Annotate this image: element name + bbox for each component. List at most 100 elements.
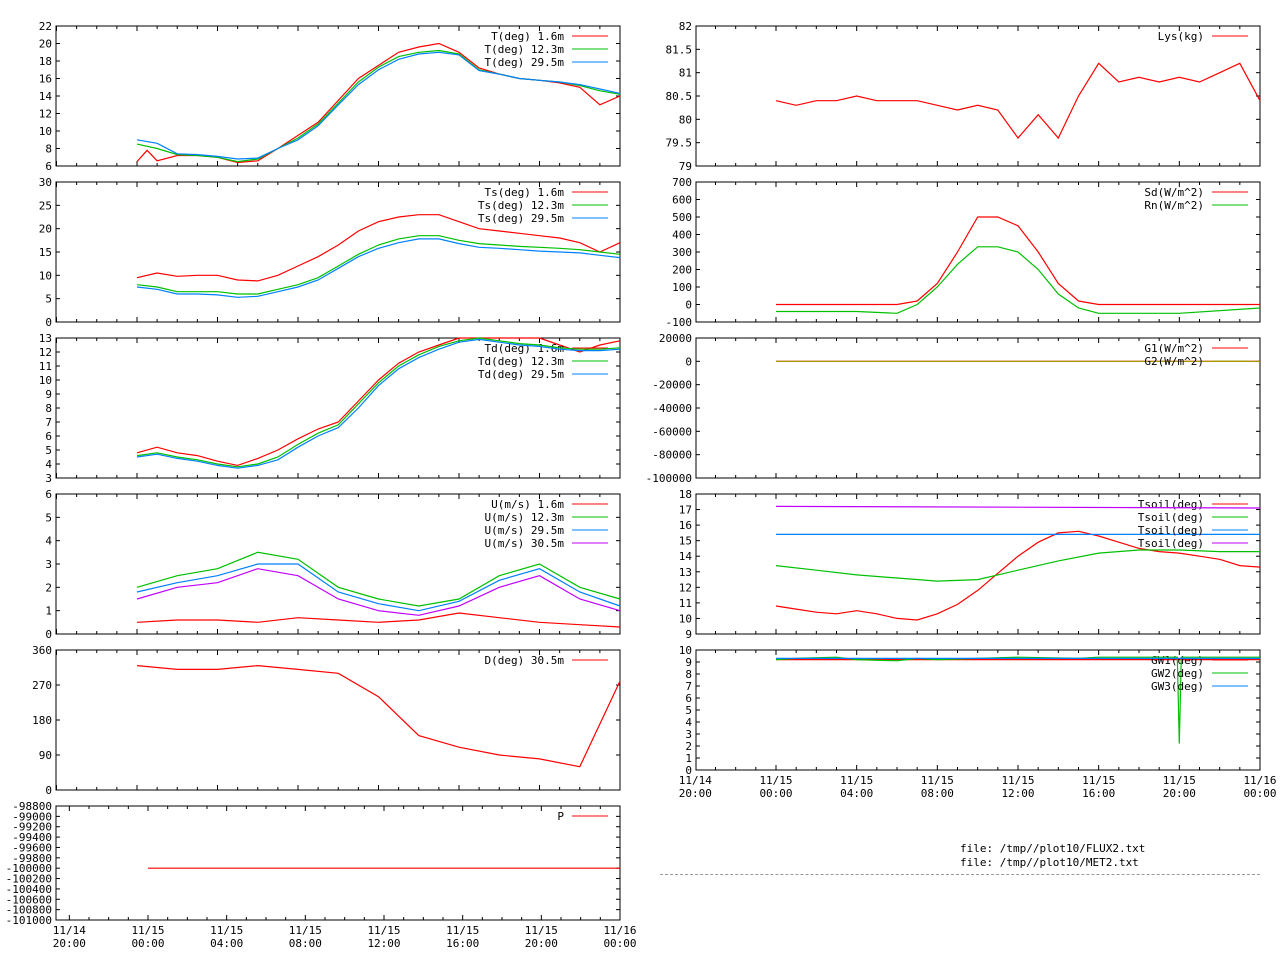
t-ytick-label: 16 [39,73,52,86]
rad-legend-label-1: Rn(W/m^2) [1144,199,1204,212]
rad-ytick-label: 300 [672,246,692,259]
p-legend-label-0: P [557,810,564,823]
u-series-3 [136,568,621,616]
td-ytick-label: 9 [45,388,52,401]
u-ytick-label: 3 [45,558,52,571]
ts-ytick-label: 20 [39,223,52,236]
p-frame [55,805,621,921]
td-ytick-label: 11 [39,360,52,373]
u-series-0 [136,612,621,628]
d-frame [55,649,621,791]
td-series-2 [136,338,621,469]
ts-ytick-label: 0 [45,316,52,329]
d-legend-label-0: D(deg) 30.5m [485,654,565,667]
ts-legend-label-2: Ts(deg) 29.5m [478,212,564,225]
p-xlabel-time: 20:00 [525,937,558,950]
t-ytick-label: 14 [39,90,53,103]
lys-ytick-label: 79.5 [666,137,693,150]
gw-xlabel-time: 04:00 [840,787,873,800]
gw-ytick-label: 4 [685,716,692,729]
u-legend-label-3: U(m/s) 30.5m [485,537,565,550]
t-ytick-label: 8 [45,143,52,156]
p-xlabel-time: 04:00 [210,937,243,950]
gw-xlabel-time: 20:00 [1163,787,1196,800]
tsoil-ytick-label: 14 [679,550,693,563]
gw-xlabel-time: 16:00 [1082,787,1115,800]
u-ytick-label: 6 [45,488,52,501]
gw-xlabel-time: 08:00 [921,787,954,800]
t-ytick-label: 18 [39,55,52,68]
p-ytick-label: -99000 [12,810,52,823]
gw-xlabel-date: 11/15 [1082,774,1115,787]
ts-legend-label-1: Ts(deg) 12.3m [478,199,564,212]
u-legend-label-0: U(m/s) 1.6m [491,498,564,511]
p-xlabel-time: 08:00 [289,937,322,950]
footer-file-1: file: /tmp//plot10/FLUX2.txt [960,842,1146,855]
ts-ytick-label: 10 [39,269,52,282]
tsoil-series-0 [775,530,1261,621]
td-ytick-label: 7 [45,416,52,429]
p-xlabel-date: 11/15 [525,924,558,937]
gw-xlabel-date: 11/15 [840,774,873,787]
d-ytick-label: 0 [45,784,52,797]
rad-ytick-label: -100 [666,316,693,329]
u-ytick-label: 2 [45,581,52,594]
p-ytick-label: -100400 [6,883,52,896]
u-series-2 [136,563,621,612]
p-xlabel-date: 11/15 [367,924,400,937]
tsoil-legend-label-0: Tsoil(deg) [1138,498,1204,511]
td-ytick-label: 13 [39,332,52,345]
footer-file-2: file: /tmp//plot10/MET2.txt [960,856,1139,869]
tsoil-ytick-label: 10 [679,612,692,625]
tsoil-ytick-label: 12 [679,581,692,594]
rad-ytick-label: 600 [672,194,692,207]
lys-ytick-label: 79 [679,160,692,173]
gw-ytick-label: 9 [685,656,692,669]
p-ytick-label: -100800 [6,904,52,917]
p-xlabel-date: 11/15 [289,924,322,937]
p-xlabel-date: 11/15 [446,924,479,937]
d-ytick-label: 360 [32,644,52,657]
rad-ytick-label: 100 [672,281,692,294]
g-legend-label-0: G1(W/m^2) [1144,342,1204,355]
gw-xlabel-date: 11/14 [679,774,712,787]
u-ytick-label: 0 [45,628,52,641]
rad-ytick-label: 700 [672,176,692,189]
p-ytick-label: -99200 [12,821,52,834]
d-ytick-label: 180 [32,714,52,727]
td-ytick-label: 8 [45,402,52,415]
gw-xlabel-date: 11/15 [1001,774,1034,787]
lys-ytick-label: 81 [679,67,692,80]
p-xlabel-date: 11/15 [210,924,243,937]
gw-ytick-label: 10 [679,644,692,657]
g-ytick-label: -80000 [652,449,692,462]
t-ytick-label: 10 [39,125,52,138]
rad-ytick-label: 400 [672,229,692,242]
lys-ytick-label: 80 [679,113,692,126]
gw-ytick-label: 7 [685,680,692,693]
g-legend-label-1: G2(W/m^2) [1144,355,1204,368]
gw-xlabel-date: 11/15 [921,774,954,787]
td-series-0 [136,337,621,467]
rad-ytick-label: 200 [672,264,692,277]
p-ytick-label: -98800 [12,800,52,813]
p-xlabel-date: 11/14 [53,924,86,937]
tsoil-ytick-label: 18 [679,488,692,501]
d-ytick-label: 270 [32,679,52,692]
p-xlabel-time: 00:00 [603,937,636,950]
td-ytick-label: 6 [45,430,52,443]
u-legend-label-1: U(m/s) 12.3m [485,511,565,524]
tsoil-ytick-label: 11 [679,597,692,610]
gw-ytick-label: 5 [685,704,692,717]
td-ytick-label: 12 [39,346,52,359]
lys-ytick-label: 80.5 [666,90,693,103]
footer-divider [660,874,1260,875]
lys-ytick-label: 82 [679,20,692,33]
p-xlabel-time: 20:00 [53,937,86,950]
g-ytick-label: -40000 [652,402,692,415]
d-series-0 [136,664,621,768]
rad-ytick-label: 500 [672,211,692,224]
g-ytick-label: -100000 [646,472,692,485]
gw-xlabel-date: 11/16 [1243,774,1276,787]
tsoil-ytick-label: 17 [679,504,692,517]
